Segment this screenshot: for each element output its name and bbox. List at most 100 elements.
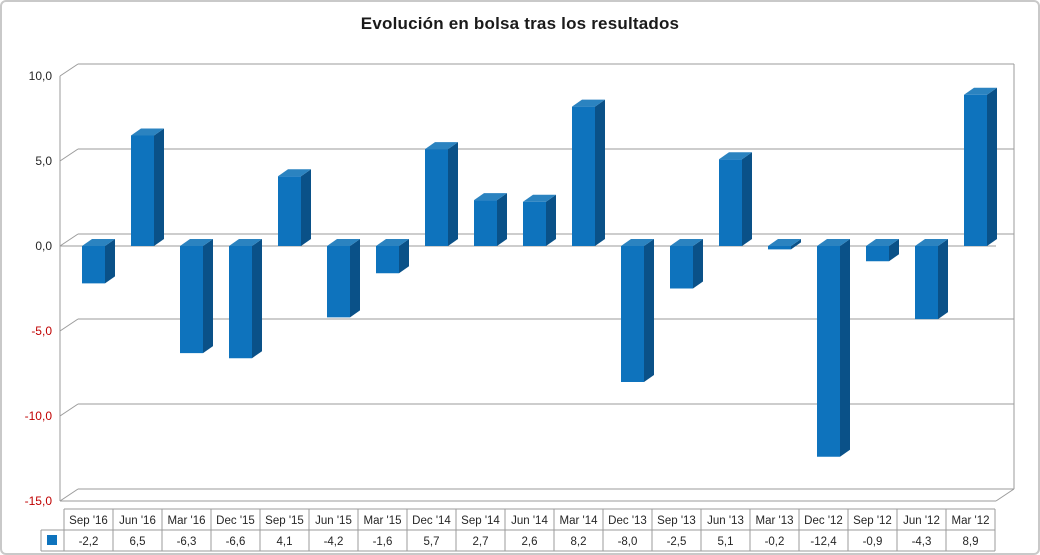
bar-side-face	[546, 194, 556, 246]
bar-side-face	[252, 239, 262, 359]
table-value-cell: -0,2	[765, 536, 785, 548]
y-axis-tick-label: -5,0	[31, 324, 52, 338]
table-value-cell: -6,6	[226, 536, 246, 548]
bar	[768, 246, 791, 250]
bar-side-face	[350, 239, 360, 318]
gridline-bevel	[59, 148, 79, 162]
bar-side-face	[105, 239, 115, 284]
bar-side-face	[987, 87, 997, 246]
table-value-cell: -4,2	[324, 536, 344, 548]
bar	[229, 246, 252, 359]
table-value-cell: 8,2	[571, 536, 587, 548]
table-header-cell: Sep '15	[265, 515, 304, 527]
bar	[474, 200, 497, 246]
bar	[327, 246, 350, 318]
table-header-cell: Mar '15	[364, 515, 402, 527]
y-axis-tick-label: 10,0	[29, 69, 53, 83]
table-value-cell: 5,7	[424, 536, 440, 548]
bar-side-face	[889, 239, 899, 262]
bar-top-face	[229, 239, 262, 246]
table-header-cell: Dec '15	[216, 515, 255, 527]
table-header-cell: Mar '14	[560, 515, 599, 527]
table-value-cell: -12,4	[810, 536, 837, 548]
bar-side-face	[693, 239, 703, 289]
bar	[180, 246, 203, 354]
bar-side-face	[644, 239, 654, 382]
bar-top-face	[327, 239, 360, 246]
bar	[719, 159, 742, 246]
table-value-cell: -2,2	[79, 536, 99, 548]
bar-side-face	[791, 239, 801, 250]
table-header-cell: Jun '14	[511, 515, 548, 527]
table-value-cell: -4,3	[912, 536, 932, 548]
bar	[572, 106, 595, 246]
table-header-cell: Dec '13	[608, 515, 647, 527]
bar	[817, 246, 840, 457]
bar-top-face	[719, 152, 752, 160]
chart-title: Evolución en bolsa tras los resultados	[360, 14, 680, 33]
gridline-bevel	[59, 318, 79, 332]
bar	[915, 246, 938, 320]
table-header-cell: Dec '12	[804, 515, 843, 527]
bar-top-face	[523, 194, 556, 202]
bar-top-face	[131, 128, 164, 136]
bar-top-face	[425, 142, 458, 150]
table-value-cell: 6,5	[130, 536, 146, 548]
gridline-bevel	[59, 233, 79, 247]
bar-top-face	[474, 193, 507, 201]
bar-side-face	[154, 128, 164, 246]
bar-side-face	[742, 152, 752, 246]
bar	[82, 246, 105, 284]
table-value-cell: -0,9	[863, 536, 883, 548]
table-value-cell: 8,9	[963, 536, 979, 548]
table-header-cell: Sep '12	[853, 515, 892, 527]
bar-top-face	[376, 239, 409, 246]
floor-right-bevel	[995, 488, 1015, 502]
bar	[278, 176, 301, 246]
bar-side-face	[448, 142, 458, 246]
y-axis-tick-label: -15,0	[25, 494, 53, 508]
table-value-cell: -1,6	[373, 536, 393, 548]
bar-side-face	[399, 239, 409, 274]
table-header-cell: Mar '13	[756, 515, 794, 527]
table-value-cell: 5,1	[718, 536, 734, 548]
bar-top-face	[180, 239, 213, 246]
y-axis-tick-label: 5,0	[35, 154, 52, 168]
table-header-cell: Jun '12	[903, 515, 940, 527]
gridline-bevel	[59, 488, 79, 502]
table-value-cell: 2,6	[522, 536, 538, 548]
y-axis-tick-label: -10,0	[25, 409, 53, 423]
bar-side-face	[301, 169, 311, 246]
bar	[131, 135, 154, 246]
table-header-cell: Jun '15	[315, 515, 352, 527]
y-axis-tick-label: 0,0	[35, 239, 52, 253]
table-value-cell: 2,7	[473, 536, 489, 548]
bar	[425, 149, 448, 246]
bar	[964, 94, 987, 246]
table-header-cell: Mar '16	[168, 515, 206, 527]
bar	[866, 246, 889, 262]
bar-top-face	[621, 239, 654, 246]
table-header-cell: Mar '12	[952, 515, 990, 527]
table-header-cell: Jun '13	[707, 515, 744, 527]
bar-side-face	[938, 239, 948, 320]
bar-top-face	[817, 239, 850, 246]
table-header-cell: Sep '13	[657, 515, 696, 527]
bar	[621, 246, 644, 382]
bar-top-face	[866, 239, 899, 246]
gridline-bevel	[59, 63, 79, 77]
bar-top-face	[82, 239, 115, 246]
bar-side-face	[840, 239, 850, 457]
table-header-cell: Sep '14	[461, 515, 500, 527]
table-value-cell: -8,0	[618, 536, 638, 548]
table-header-cell: Dec '14	[412, 515, 451, 527]
bar-top-face	[278, 169, 311, 177]
bar-side-face	[497, 193, 507, 246]
bar-top-face	[670, 239, 703, 246]
bar-side-face	[595, 99, 605, 246]
bar-top-face	[572, 99, 605, 107]
bar-side-face	[203, 239, 213, 354]
legend-key-icon	[47, 535, 57, 545]
